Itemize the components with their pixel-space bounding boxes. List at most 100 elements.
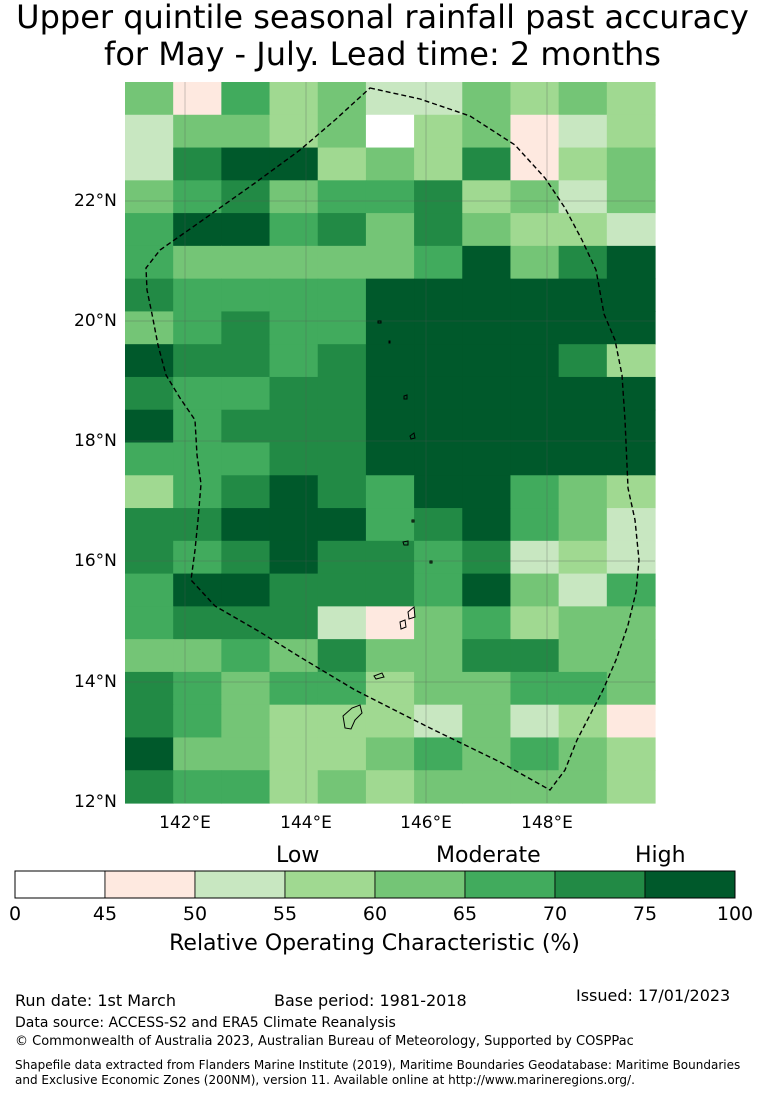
colorbar-segment bbox=[104, 870, 196, 899]
grid-cell bbox=[221, 475, 271, 509]
grid-cell bbox=[221, 573, 271, 607]
grid-cell bbox=[462, 737, 512, 771]
grid-cell bbox=[510, 770, 560, 804]
grid-cell bbox=[173, 213, 222, 247]
lon-label-146e: 146°E bbox=[400, 813, 452, 833]
colorbar-tick: 0 bbox=[8, 903, 22, 925]
grid-cell bbox=[606, 245, 656, 280]
grid-cell bbox=[462, 409, 512, 444]
map-title-line1: Upper quintile seasonal rainfall past ac… bbox=[16, 0, 749, 36]
grid-cell bbox=[365, 639, 415, 673]
grid-cell bbox=[462, 147, 512, 181]
grid-cell bbox=[269, 245, 319, 280]
grid-cell bbox=[558, 475, 608, 509]
grid-cell bbox=[173, 442, 222, 476]
grid-cell bbox=[558, 671, 608, 706]
grid-cell bbox=[125, 573, 174, 607]
grid-cell bbox=[365, 82, 415, 116]
lat-label-18n: 18°N bbox=[74, 431, 117, 451]
grid-cell bbox=[414, 311, 463, 345]
grid-cell bbox=[125, 376, 174, 411]
saipan-island bbox=[407, 606, 416, 620]
grid-cell bbox=[510, 114, 560, 149]
grid-cell bbox=[462, 180, 512, 214]
grid-cell bbox=[558, 278, 608, 313]
grid-cell bbox=[462, 475, 512, 509]
grid-cell bbox=[462, 671, 512, 706]
grid-cell bbox=[510, 475, 560, 509]
grid-cell bbox=[317, 671, 367, 706]
grid-cell bbox=[606, 278, 656, 313]
grid-cell bbox=[510, 606, 560, 640]
grid-cell bbox=[606, 704, 656, 739]
grid-cell bbox=[510, 639, 560, 673]
grid-cell bbox=[606, 376, 656, 411]
grid-cell bbox=[269, 540, 319, 575]
grid-cell bbox=[125, 704, 174, 739]
grid-cell bbox=[173, 245, 222, 280]
colorbar-segment bbox=[284, 870, 376, 899]
grid-cell bbox=[606, 737, 656, 771]
grid-cell bbox=[510, 82, 560, 116]
colorbar-segment bbox=[14, 870, 106, 899]
colorbar-tick: 65 bbox=[452, 903, 478, 925]
grid-cell bbox=[414, 540, 463, 575]
grid-cell bbox=[365, 311, 415, 345]
grid-cell bbox=[125, 245, 174, 280]
grid-cell bbox=[221, 442, 271, 476]
islet-1 bbox=[402, 540, 409, 546]
grid-cell bbox=[558, 344, 608, 378]
grid-cell bbox=[558, 442, 608, 476]
grid-cell bbox=[221, 344, 271, 378]
grid-cell bbox=[221, 278, 271, 313]
grid-cell bbox=[173, 475, 222, 509]
grid-cell bbox=[221, 540, 271, 575]
grid-cell bbox=[462, 573, 512, 607]
grid-cell bbox=[558, 639, 608, 673]
grid-cell bbox=[221, 770, 271, 804]
grid-cell bbox=[558, 147, 608, 181]
grid-cell bbox=[510, 704, 560, 739]
data-source: Data source: ACCESS-S2 and ERA5 Climate … bbox=[15, 1015, 396, 1031]
grid-cell bbox=[414, 704, 463, 739]
colorbar-segment bbox=[554, 870, 646, 899]
grid-cell bbox=[173, 606, 222, 640]
colorbar-tick: 100 bbox=[716, 903, 754, 925]
grid-cell bbox=[221, 180, 271, 214]
grid-cell bbox=[606, 540, 656, 575]
colorbar-tick: 75 bbox=[632, 903, 658, 925]
grid-cell bbox=[317, 245, 367, 280]
grid-cell bbox=[221, 114, 271, 149]
grid-cell bbox=[125, 475, 174, 509]
grid-cell bbox=[414, 180, 463, 214]
grid-cell bbox=[414, 639, 463, 673]
grid-cell bbox=[414, 442, 463, 476]
grid-cell bbox=[269, 704, 319, 739]
grid-cell bbox=[365, 376, 415, 411]
grid-cell bbox=[221, 311, 271, 345]
issued-date: Issued: 17/01/2023 bbox=[576, 986, 731, 1005]
grid-cell bbox=[606, 180, 656, 214]
map-plot bbox=[14, 82, 736, 899]
grid-cell bbox=[414, 409, 463, 444]
grid-cell bbox=[317, 606, 367, 640]
grid-cell bbox=[558, 573, 608, 607]
grid-cell bbox=[606, 573, 656, 607]
grid-cell bbox=[317, 409, 367, 444]
grid-cell bbox=[365, 671, 415, 706]
rainfall-accuracy-grid bbox=[125, 82, 656, 804]
grid-cell bbox=[173, 573, 222, 607]
grid-cell bbox=[365, 180, 415, 214]
grid-cell bbox=[558, 704, 608, 739]
grid-cell bbox=[125, 737, 174, 771]
lat-label-16n: 16°N bbox=[74, 551, 117, 571]
grid-cell bbox=[269, 770, 319, 804]
grid-cell bbox=[269, 409, 319, 444]
islet-3 bbox=[403, 394, 408, 400]
grid-cell bbox=[414, 508, 463, 542]
grid-cell bbox=[317, 540, 367, 575]
shapefile-credit-line1: Shapefile data extracted from Flanders M… bbox=[15, 1058, 741, 1072]
grid-cell bbox=[173, 376, 222, 411]
grid-cell bbox=[558, 540, 608, 575]
grid-cell bbox=[606, 770, 656, 804]
